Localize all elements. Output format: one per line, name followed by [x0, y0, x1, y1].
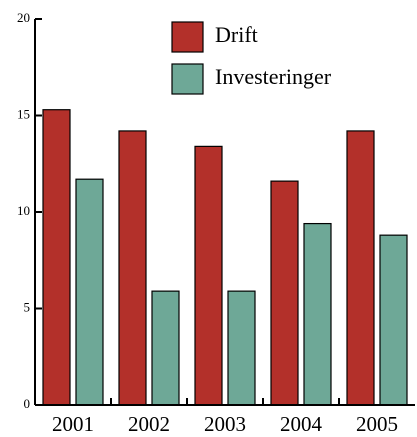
bar — [75, 178, 104, 406]
x-tick-label: 2005 — [356, 412, 398, 436]
bar — [346, 130, 375, 406]
y-tick-label: 0 — [24, 396, 31, 411]
bar — [194, 145, 223, 406]
x-tick-label: 2001 — [52, 412, 94, 436]
legend-swatch — [171, 21, 204, 53]
legend-label: Investeringer — [215, 64, 332, 89]
y-tick-label: 20 — [17, 10, 30, 25]
x-tick-label: 2003 — [204, 412, 246, 436]
legend-label: Drift — [215, 22, 258, 47]
x-tick-label: 2002 — [128, 412, 170, 436]
legend-swatch — [171, 63, 204, 95]
bar — [303, 222, 332, 406]
y-tick-label: 10 — [17, 203, 30, 218]
bar — [42, 109, 71, 406]
bar — [270, 180, 299, 406]
bar — [118, 130, 147, 406]
y-tick-label: 5 — [24, 299, 31, 314]
x-tick-label: 2004 — [280, 412, 323, 436]
y-tick-label: 15 — [17, 106, 30, 121]
bar — [151, 290, 180, 406]
bar — [379, 234, 408, 406]
bar — [227, 290, 256, 406]
